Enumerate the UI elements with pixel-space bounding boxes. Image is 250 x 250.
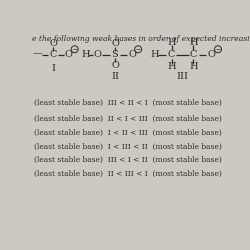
Text: II: II (111, 72, 119, 81)
Text: O: O (111, 61, 119, 70)
Text: (least stable base)  I < III < II  (most stable base): (least stable base) I < III < II (most s… (34, 142, 222, 150)
Text: (least stable base)  I < II < III  (most stable base): (least stable base) I < II < III (most s… (34, 128, 222, 136)
Text: O: O (49, 39, 57, 48)
Text: S: S (112, 50, 118, 59)
Text: O: O (128, 50, 136, 59)
Text: H: H (189, 62, 198, 72)
Text: I: I (51, 64, 55, 73)
Text: −: − (216, 47, 221, 52)
Text: (least stable base)  III < II < I  (most stable base): (least stable base) III < II < I (most s… (34, 99, 222, 107)
Text: −: − (72, 47, 77, 52)
Text: (least stable base)  III < I < II  (most stable base): (least stable base) III < I < II (most s… (34, 156, 222, 164)
Text: O: O (64, 50, 72, 59)
Text: C: C (49, 50, 57, 59)
Text: III: III (176, 72, 188, 81)
Text: O: O (208, 50, 216, 59)
Text: H: H (167, 62, 176, 72)
Text: H: H (189, 38, 198, 47)
Text: —: — (32, 49, 42, 58)
Text: O: O (111, 39, 119, 48)
Text: H: H (81, 50, 90, 59)
Text: C: C (168, 50, 175, 59)
Text: C: C (190, 50, 197, 59)
Text: O: O (94, 50, 102, 59)
Text: −: − (136, 47, 141, 52)
Text: (least stable base)  II < III < I  (most stable base): (least stable base) II < III < I (most s… (34, 170, 222, 178)
Text: e the following weak bases in order of expected increasing stabili: e the following weak bases in order of e… (32, 34, 250, 42)
Text: H: H (150, 50, 159, 59)
Text: (least stable base)  II < I < III  (most stable base): (least stable base) II < I < III (most s… (34, 115, 222, 123)
Text: H: H (167, 38, 176, 47)
